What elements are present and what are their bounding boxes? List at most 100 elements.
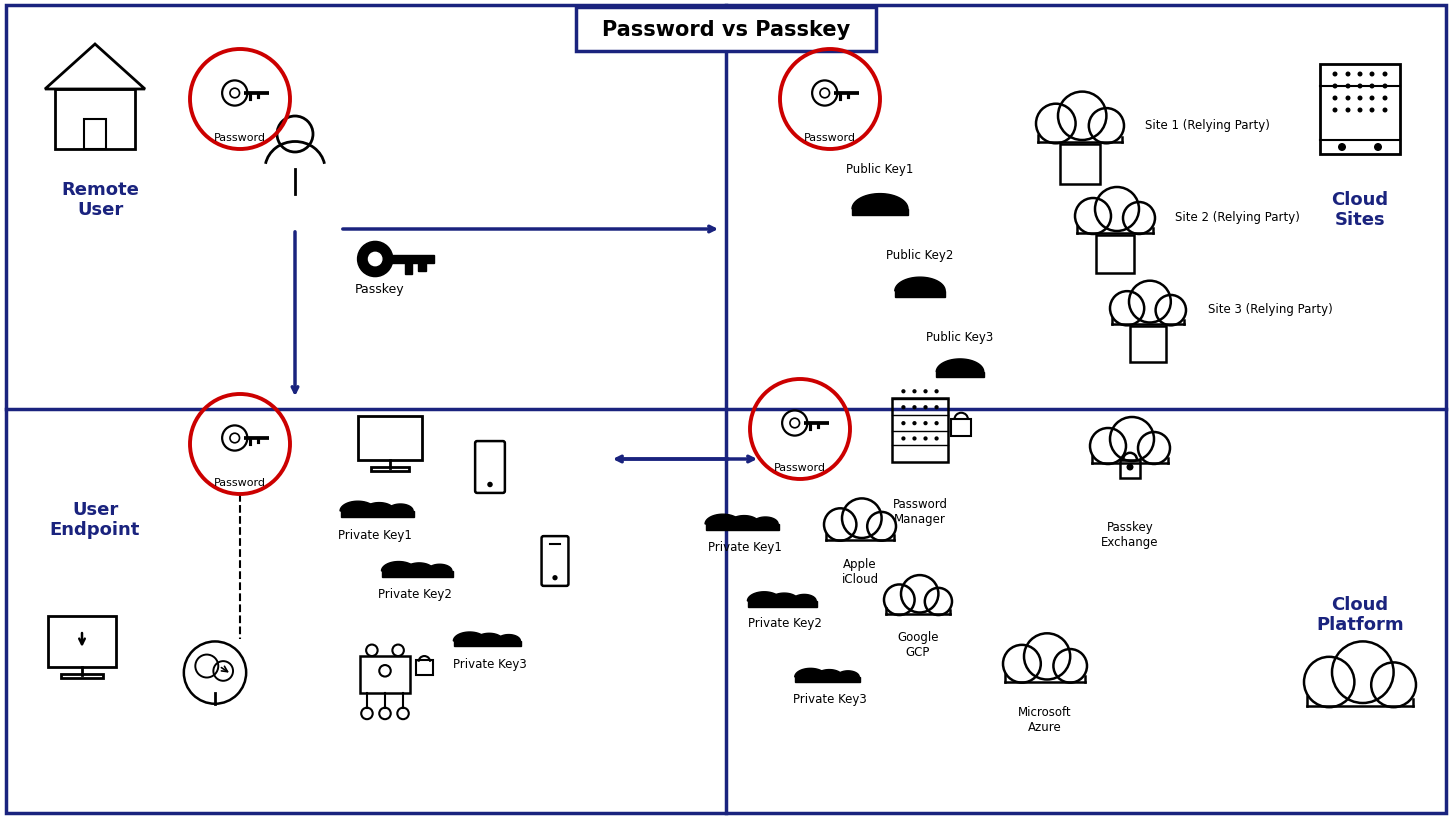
Circle shape — [902, 422, 906, 426]
Circle shape — [1382, 108, 1388, 113]
Polygon shape — [794, 668, 826, 677]
Text: Public Key2: Public Key2 — [886, 248, 954, 261]
Text: Cloud
Platform: Cloud Platform — [1316, 595, 1404, 634]
Text: Password: Password — [804, 133, 857, 143]
Polygon shape — [382, 572, 453, 577]
Text: Private Key1: Private Key1 — [338, 528, 412, 541]
Polygon shape — [816, 670, 842, 677]
Circle shape — [1374, 144, 1382, 152]
FancyBboxPatch shape — [6, 6, 1446, 813]
Circle shape — [1358, 72, 1362, 78]
Polygon shape — [937, 373, 984, 378]
Circle shape — [935, 405, 938, 410]
Polygon shape — [405, 563, 434, 572]
Circle shape — [1333, 84, 1337, 89]
Circle shape — [912, 405, 916, 410]
Circle shape — [1346, 72, 1350, 78]
Circle shape — [1369, 72, 1375, 78]
Text: Password: Password — [213, 477, 266, 487]
Text: Apple
iCloud: Apple iCloud — [842, 557, 878, 586]
Text: Site 3 (Relying Party): Site 3 (Relying Party) — [1208, 303, 1333, 316]
Polygon shape — [729, 516, 759, 524]
Circle shape — [1358, 97, 1362, 102]
Circle shape — [357, 242, 392, 278]
Circle shape — [488, 482, 492, 487]
Polygon shape — [382, 562, 415, 572]
Text: Microsoft
Azure: Microsoft Azure — [1018, 705, 1072, 733]
Polygon shape — [427, 564, 452, 572]
Polygon shape — [340, 501, 376, 511]
Text: Passkey: Passkey — [356, 283, 405, 296]
Polygon shape — [706, 524, 780, 531]
Polygon shape — [770, 594, 799, 601]
Text: Private Key2: Private Key2 — [378, 588, 452, 601]
Polygon shape — [497, 635, 520, 641]
Circle shape — [923, 405, 928, 410]
Text: Public Key3: Public Key3 — [926, 331, 993, 344]
Text: Private Key3: Private Key3 — [793, 693, 867, 706]
Circle shape — [912, 390, 916, 394]
Polygon shape — [453, 632, 486, 641]
Circle shape — [1358, 108, 1362, 113]
Polygon shape — [748, 601, 817, 607]
Text: Remote
User: Remote User — [61, 180, 139, 219]
Text: Site 1 (Relying Party): Site 1 (Relying Party) — [1146, 119, 1270, 131]
Circle shape — [935, 390, 938, 394]
Polygon shape — [475, 634, 504, 641]
Polygon shape — [796, 677, 860, 682]
Circle shape — [552, 576, 558, 581]
Polygon shape — [388, 505, 414, 511]
Polygon shape — [937, 360, 984, 373]
Text: Passkey
Exchange: Passkey Exchange — [1101, 520, 1159, 549]
Circle shape — [902, 390, 906, 394]
FancyBboxPatch shape — [388, 256, 434, 264]
Text: Password: Password — [213, 133, 266, 143]
Circle shape — [935, 422, 938, 426]
Polygon shape — [894, 278, 945, 292]
Text: Private Key3: Private Key3 — [453, 658, 527, 671]
Circle shape — [935, 437, 938, 441]
Circle shape — [1333, 108, 1337, 113]
Circle shape — [912, 437, 916, 441]
Circle shape — [902, 405, 906, 410]
Polygon shape — [341, 511, 414, 518]
Circle shape — [923, 437, 928, 441]
Text: Private Key2: Private Key2 — [748, 617, 822, 630]
Circle shape — [1382, 72, 1388, 78]
Polygon shape — [752, 518, 778, 524]
Circle shape — [923, 390, 928, 394]
Text: Password vs Passkey: Password vs Passkey — [603, 20, 849, 40]
Circle shape — [1346, 84, 1350, 89]
Circle shape — [369, 253, 382, 266]
Circle shape — [1127, 464, 1134, 471]
Circle shape — [1369, 97, 1375, 102]
Text: Password: Password — [774, 463, 826, 473]
Text: Site 2 (Relying Party): Site 2 (Relying Party) — [1175, 210, 1300, 224]
Polygon shape — [706, 514, 741, 524]
Circle shape — [1382, 97, 1388, 102]
Text: User
Endpoint: User Endpoint — [49, 500, 141, 539]
Text: Password
Manager: Password Manager — [893, 497, 948, 525]
Polygon shape — [894, 292, 945, 297]
Circle shape — [1346, 97, 1350, 102]
Text: Cloud
Sites: Cloud Sites — [1331, 190, 1388, 229]
Circle shape — [1346, 108, 1350, 113]
Circle shape — [1333, 97, 1337, 102]
Circle shape — [902, 437, 906, 441]
Polygon shape — [364, 503, 395, 511]
FancyBboxPatch shape — [576, 8, 876, 52]
Polygon shape — [454, 641, 521, 647]
Polygon shape — [793, 595, 816, 601]
Circle shape — [1333, 72, 1337, 78]
Polygon shape — [748, 592, 781, 601]
Circle shape — [1358, 84, 1362, 89]
Polygon shape — [852, 194, 908, 210]
Polygon shape — [836, 671, 860, 677]
FancyBboxPatch shape — [405, 264, 412, 274]
Text: Private Key1: Private Key1 — [709, 541, 783, 554]
Polygon shape — [852, 210, 908, 216]
Circle shape — [912, 422, 916, 426]
FancyBboxPatch shape — [418, 264, 425, 272]
Text: Google
GCP: Google GCP — [897, 631, 939, 658]
Text: Public Key1: Public Key1 — [847, 163, 913, 176]
